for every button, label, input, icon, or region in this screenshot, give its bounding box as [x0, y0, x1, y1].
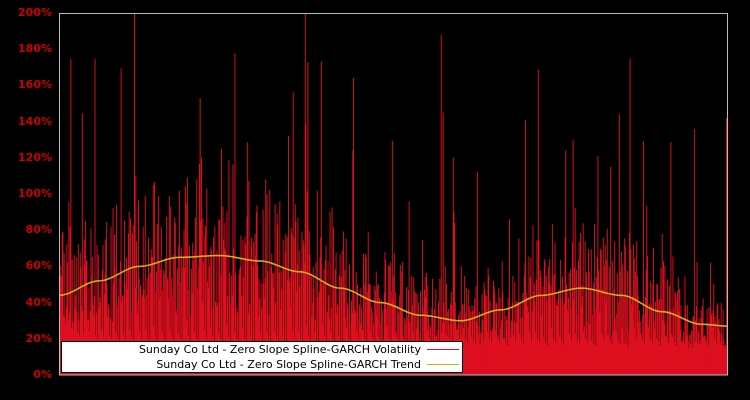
line-swatch-icon — [427, 359, 459, 370]
y-axis-tick-80: 80% — [25, 223, 52, 237]
chart-legend[interactable]: Sunday Co Ltd - Zero Slope Spline-GARCH … — [61, 341, 463, 373]
y-axis-tick-140: 140% — [18, 114, 52, 128]
trend-line — [58, 254, 729, 327]
legend-label-volatility: Sunday Co Ltd - Zero Slope Spline-GARCH … — [138, 343, 421, 356]
y-axis-tick-20: 20% — [25, 331, 52, 345]
plot-area-border — [59, 13, 728, 376]
y-axis-tick-120: 120% — [18, 150, 52, 164]
y-axis-tick-0: 0% — [33, 368, 52, 381]
legend-label-trend: Sunday Co Ltd - Zero Slope Spline-GARCH … — [156, 358, 421, 371]
y-axis-tick-60: 60% — [25, 259, 52, 273]
y-axis-tick-200: 200% — [18, 6, 52, 19]
y-axis-tick-40: 40% — [25, 295, 52, 309]
y-axis-tick-160: 160% — [18, 78, 52, 92]
legend-item-trend[interactable]: Sunday Co Ltd - Zero Slope Spline-GARCH … — [62, 357, 462, 372]
y-axis-tick-100: 100% — [18, 187, 52, 200]
y-axis-tick-180: 180% — [18, 42, 52, 56]
line-swatch-icon — [427, 344, 459, 355]
legend-item-volatility[interactable]: Sunday Co Ltd - Zero Slope Spline-GARCH … — [62, 342, 462, 357]
